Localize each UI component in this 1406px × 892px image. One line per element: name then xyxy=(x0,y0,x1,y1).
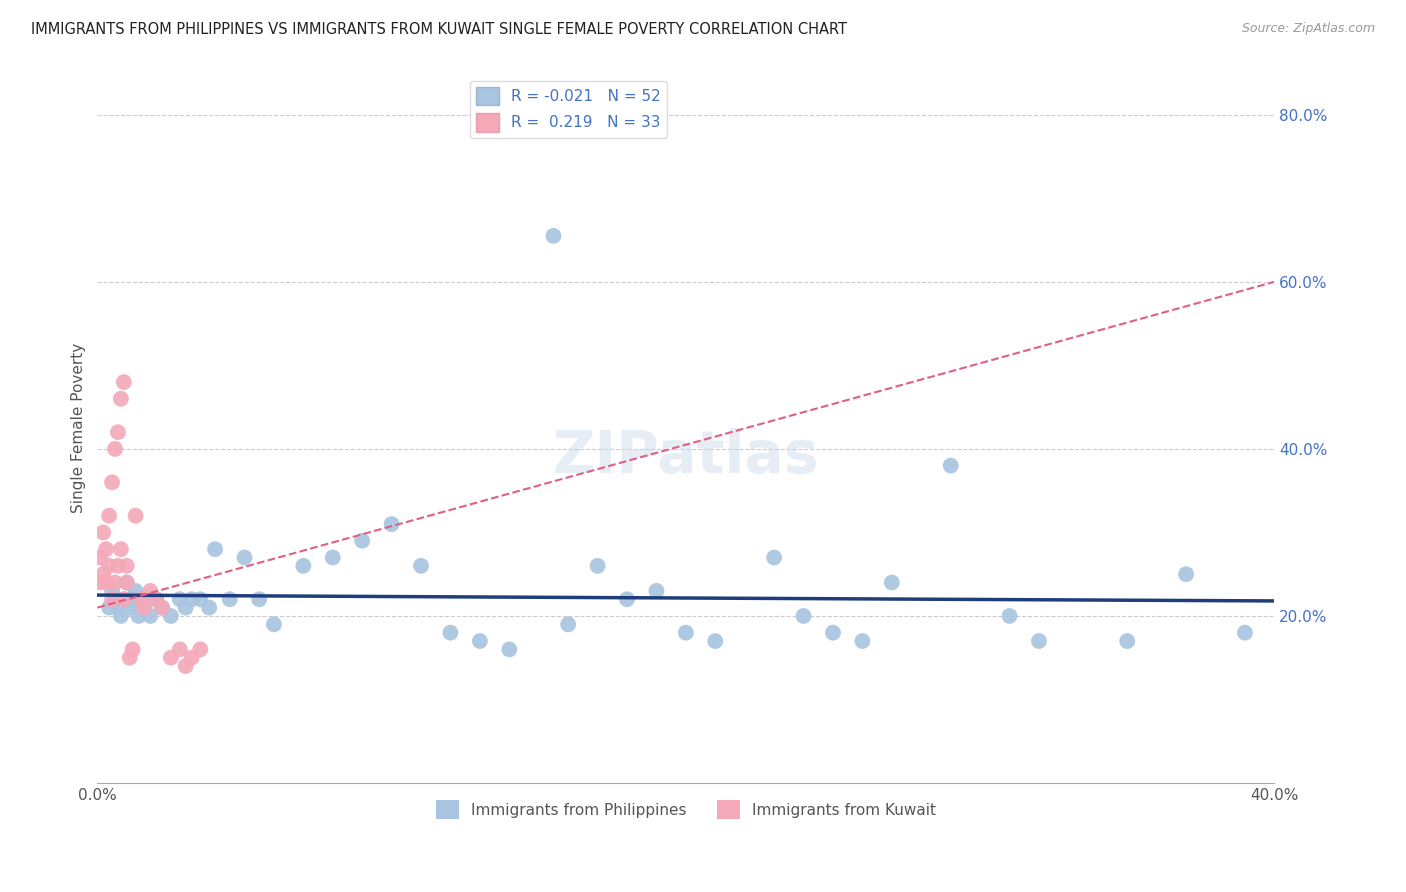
Point xyxy=(139,609,162,624)
Point xyxy=(91,567,114,582)
Point xyxy=(104,592,127,607)
Point xyxy=(704,634,727,648)
Point xyxy=(98,600,121,615)
Point xyxy=(1116,634,1139,648)
Point xyxy=(1175,567,1198,582)
Point xyxy=(498,642,520,657)
Point xyxy=(118,600,141,615)
Point xyxy=(98,558,121,573)
Point xyxy=(160,609,183,624)
Point xyxy=(616,592,638,607)
Point xyxy=(939,458,962,473)
Point xyxy=(821,625,844,640)
Point xyxy=(169,642,191,657)
Point xyxy=(128,609,150,624)
Point xyxy=(793,609,815,624)
Point xyxy=(218,592,240,607)
Point xyxy=(645,583,668,598)
Point xyxy=(150,600,173,615)
Point xyxy=(468,634,491,648)
Point xyxy=(180,592,202,607)
Point xyxy=(763,550,786,565)
Y-axis label: Single Female Poverty: Single Female Poverty xyxy=(72,343,86,513)
Point xyxy=(160,650,183,665)
Point xyxy=(124,508,146,523)
Point xyxy=(145,592,167,607)
Point xyxy=(112,592,135,607)
Point xyxy=(247,592,270,607)
Point xyxy=(115,575,138,590)
Point xyxy=(134,600,156,615)
Point xyxy=(110,392,132,406)
Point xyxy=(322,550,344,565)
Point xyxy=(675,625,697,640)
Point xyxy=(121,592,143,607)
Point xyxy=(98,508,121,523)
Point xyxy=(174,659,197,673)
Point xyxy=(586,558,609,573)
Point xyxy=(124,583,146,598)
Point xyxy=(1233,625,1256,640)
Point xyxy=(115,575,138,590)
Point xyxy=(107,425,129,440)
Text: Source: ZipAtlas.com: Source: ZipAtlas.com xyxy=(1241,22,1375,36)
Point xyxy=(169,592,191,607)
Point xyxy=(91,525,114,540)
Legend: Immigrants from Philippines, Immigrants from Kuwait: Immigrants from Philippines, Immigrants … xyxy=(430,794,942,825)
Point xyxy=(381,517,404,532)
Point xyxy=(557,617,579,632)
Point xyxy=(121,642,143,657)
Point xyxy=(131,592,153,607)
Point xyxy=(110,609,132,624)
Point xyxy=(89,575,111,590)
Point xyxy=(880,575,903,590)
Point xyxy=(998,609,1021,624)
Point xyxy=(107,600,129,615)
Point xyxy=(112,592,135,607)
Point xyxy=(101,592,124,607)
Point xyxy=(352,533,374,548)
Point xyxy=(101,475,124,490)
Point xyxy=(174,600,197,615)
Point xyxy=(180,650,202,665)
Point xyxy=(89,550,111,565)
Point xyxy=(188,592,211,607)
Point xyxy=(150,600,173,615)
Point xyxy=(204,542,226,557)
Point xyxy=(188,642,211,657)
Point xyxy=(198,600,221,615)
Point xyxy=(134,600,156,615)
Point xyxy=(263,617,285,632)
Point xyxy=(409,558,432,573)
Point xyxy=(1028,634,1050,648)
Text: ZIPatlas: ZIPatlas xyxy=(553,428,820,485)
Point xyxy=(292,558,315,573)
Point xyxy=(131,592,153,607)
Point xyxy=(145,592,167,607)
Point xyxy=(104,575,127,590)
Point xyxy=(107,558,129,573)
Point xyxy=(439,625,461,640)
Point xyxy=(851,634,873,648)
Point xyxy=(96,575,118,590)
Point xyxy=(110,542,132,557)
Text: IMMIGRANTS FROM PHILIPPINES VS IMMIGRANTS FROM KUWAIT SINGLE FEMALE POVERTY CORR: IMMIGRANTS FROM PHILIPPINES VS IMMIGRANT… xyxy=(31,22,846,37)
Point xyxy=(118,650,141,665)
Point xyxy=(104,442,127,456)
Point xyxy=(233,550,256,565)
Point xyxy=(112,375,135,389)
Point xyxy=(101,583,124,598)
Point xyxy=(115,558,138,573)
Point xyxy=(96,542,118,557)
Point xyxy=(543,228,565,243)
Point xyxy=(139,583,162,598)
